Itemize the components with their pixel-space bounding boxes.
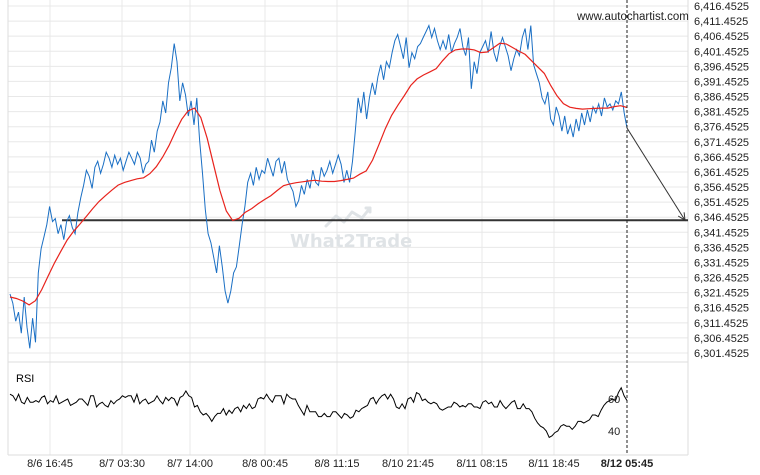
price-tick-label: 6,381.4525: [694, 107, 749, 119]
price-tick-label: 6,326.4525: [694, 273, 749, 285]
price-tick-label: 6,316.4525: [694, 303, 749, 315]
forecast-arrow-line: [626, 127, 686, 221]
price-grid-lines: [8, 5, 688, 354]
logo-text: What2Trade: [290, 231, 412, 252]
time-tick-label: 8/8 00:45: [242, 458, 288, 470]
price-tick-label: 6,366.4525: [694, 152, 749, 164]
rsi-tick-label: 60: [608, 394, 620, 406]
rsi-label: RSI: [16, 373, 34, 385]
forecast-arrowhead-icon: [677, 212, 686, 222]
price-tick-label: 6,311.4525: [694, 318, 748, 330]
price-tick-label: 6,336.4525: [694, 242, 749, 254]
price-series-line: [9, 23, 628, 349]
price-tick-label: 6,371.4525: [694, 137, 749, 149]
price-tick-label: 6,341.4525: [694, 227, 749, 239]
rsi-axis-labels: 60 40: [608, 394, 620, 438]
time-tick-label: 8/6 16:45: [27, 458, 73, 470]
price-tick-label: 6,321.4525: [694, 288, 749, 300]
price-tick-label: 6,406.4525: [694, 31, 749, 43]
forecast-arrow: [626, 127, 688, 222]
price-tick-label: 6,401.4525: [694, 46, 749, 58]
time-tick-label: 8/11 08:15: [456, 458, 507, 470]
price-tick-label: 6,361.4525: [694, 167, 749, 179]
time-axis-labels: 8/6 16:45 8/7 03:30 8/7 14:00 8/8 00:45 8/8 …: [27, 458, 653, 470]
price-tick-label: 6,391.4525: [694, 76, 749, 88]
site-credit: www.autochartist.com: [576, 11, 689, 23]
chart-border: [7, 0, 689, 456]
price-tick-label: 6,351.4525: [694, 197, 749, 209]
price-tick-label: 6,396.4525: [694, 61, 749, 73]
rsi-tick-label: 40: [608, 426, 620, 438]
time-tick-label: 8/7 03:30: [99, 458, 145, 470]
time-grid-lines: [49, 0, 555, 455]
time-tick-label: 8/8 11:15: [314, 458, 359, 470]
time-tick-label: 8/11 18:45: [528, 458, 579, 470]
price-tick-label: 6,301.4525: [694, 348, 749, 360]
rsi-series-line: [9, 386, 628, 439]
price-axis-labels: 6,416.4525 6,411.4525 6,406.4525 6,401.4525…: [694, 1, 749, 360]
time-tick-label: 8/7 14:00: [167, 458, 213, 470]
logo-chart-icon: [324, 206, 372, 228]
time-tick-label: 8/10 21:45: [382, 458, 434, 470]
price-tick-label: 6,416.4525: [694, 1, 749, 13]
price-tick-label: 6,356.4525: [694, 182, 749, 194]
price-tick-label: 6,386.4525: [694, 92, 749, 104]
price-tick-label: 6,411.4525: [694, 16, 748, 28]
price-tick-label: 6,331.4525: [694, 257, 749, 269]
time-tick-label: 8/12 05:45: [601, 458, 654, 470]
price-tick-label: 6,376.4525: [694, 122, 749, 134]
price-tick-label: 6,306.4525: [694, 333, 749, 345]
moving-average-line: [9, 42, 628, 306]
what2trade-logo: What2Trade: [290, 206, 412, 252]
price-tick-label: 6,346.4525: [694, 212, 749, 224]
